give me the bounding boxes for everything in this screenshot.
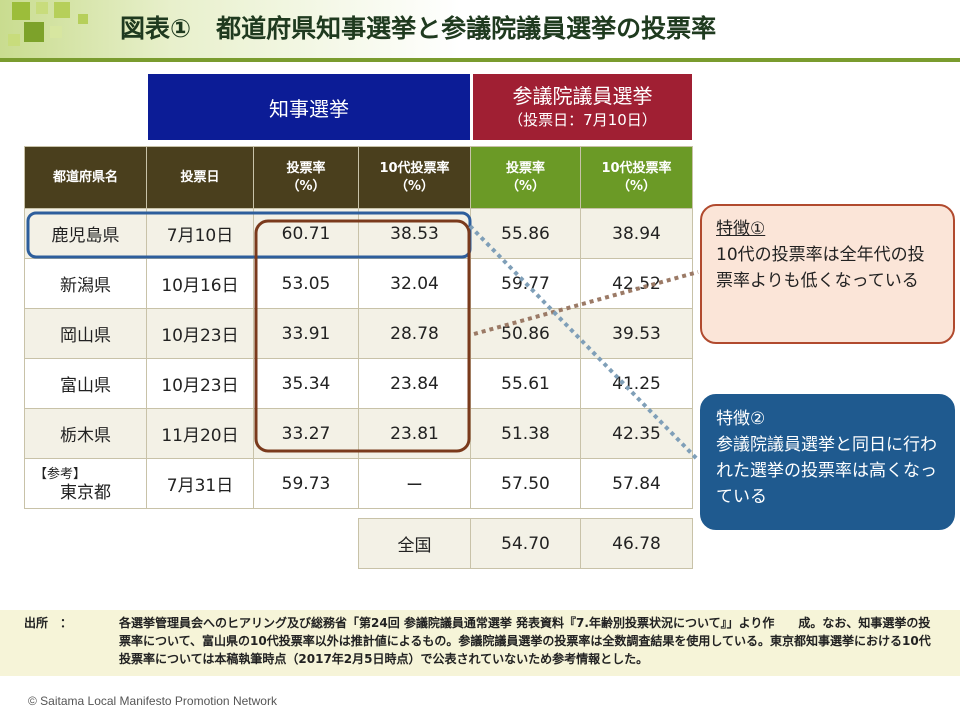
cell-prefecture: 岡山県	[24, 308, 147, 359]
cell-prefecture: 富山県	[24, 358, 147, 409]
footer-band	[0, 610, 960, 676]
cell-hc-teen: 42.35	[580, 408, 693, 459]
page-title: 図表① 都道府県知事選挙と参議院議員選挙の投票率	[120, 14, 717, 43]
turnout-table: 都道府県名 投票日 投票率 （%） 10代投票率 （%） 投票率 （%） 10代…	[24, 146, 693, 509]
band-governor-label: 知事選挙	[269, 96, 349, 121]
table-row: 全国 54.70 46.78	[358, 518, 693, 569]
decor-square	[54, 2, 70, 18]
title-underline	[0, 58, 960, 62]
cell-gov-rate: 35.34	[253, 358, 359, 409]
cell-national-label: 全国	[358, 518, 471, 569]
cell-gov-rate: 60.71	[253, 208, 359, 259]
cell-gov-teen: 32.04	[358, 258, 471, 309]
footer-label: 出所 ：	[24, 616, 73, 630]
callout-feature-2: 特徴② 参議院議員選挙と同日に行われた選挙の投票率は高くなっている	[700, 394, 955, 530]
cell-hc-rate: 55.86	[470, 208, 581, 259]
cell-date: 10月23日	[146, 358, 254, 409]
cell-date: 7月10日	[146, 208, 254, 259]
callout-feature-2-body: 参議院議員選挙と同日に行われた選挙の投票率は高くなっている	[716, 435, 937, 507]
connector-feature-2	[468, 224, 700, 462]
header-prefecture: 都道府県名	[24, 146, 147, 209]
cell-hc-teen: 41.25	[580, 358, 693, 409]
cell-gov-rate: 53.05	[253, 258, 359, 309]
band-councillor-sublabel: （投票日：7月10日）	[508, 111, 657, 129]
decor-square	[36, 2, 48, 14]
footer-source: 出所 ： 各選挙管理員会へのヒアリング及び総務省「第24回 参議院議員通常選挙 …	[24, 614, 939, 668]
decor-square	[12, 2, 30, 20]
reference-prefecture: 東京都	[60, 482, 111, 503]
connector-feature-1	[473, 270, 699, 336]
decor-square	[78, 14, 88, 24]
header-date: 投票日	[146, 146, 254, 209]
decor-square	[50, 26, 62, 38]
highlight-teen-gap	[254, 219, 471, 453]
callout-feature-2-title: 特徴②	[716, 409, 766, 429]
table-row: 新潟県 10月16日 53.05 32.04 59.77 42.52	[24, 258, 693, 309]
table-row: 富山県 10月23日 35.34 23.84 55.61 41.25	[24, 358, 693, 409]
cell-prefecture: 【参考】 東京都	[24, 458, 147, 509]
copyright: © Saitama Local Manifesto Promotion Netw…	[28, 694, 277, 708]
header-gov-rate: 投票率 （%）	[253, 146, 359, 209]
callout-feature-1-body: 10代の投票率は全年代の投票率よりも低くなっている	[716, 245, 925, 291]
header-gov-teen: 10代投票率 （%）	[358, 146, 471, 209]
national-table: 全国 54.70 46.78	[358, 518, 693, 569]
cell-date: 7月31日	[146, 458, 254, 509]
cell-hc-rate: 57.50	[470, 458, 581, 509]
cell-date: 10月16日	[146, 258, 254, 309]
cell-hc-rate: 59.77	[470, 258, 581, 309]
cell-national-hc-teen: 46.78	[580, 518, 693, 569]
cell-date: 11月20日	[146, 408, 254, 459]
callout-feature-1: 特徴① 10代の投票率は全年代の投票率よりも低くなっている	[700, 204, 955, 344]
header-hc-rate: 投票率 （%）	[470, 146, 581, 209]
cell-date: 10月23日	[146, 308, 254, 359]
decor-square	[24, 22, 44, 42]
cell-national-hc-rate: 54.70	[470, 518, 581, 569]
band-governor: 知事選挙	[148, 74, 470, 140]
cell-gov-teen: ー	[358, 458, 471, 509]
decor-square	[8, 34, 20, 46]
cell-hc-teen: 57.84	[580, 458, 693, 509]
cell-hc-teen: 38.94	[580, 208, 693, 259]
cell-hc-rate: 55.61	[470, 358, 581, 409]
title-bar	[0, 0, 960, 60]
cell-gov-teen: 38.53	[358, 208, 471, 259]
footer-body: 各選挙管理員会へのヒアリング及び総務省「第24回 参議院議員通常選挙 発表資料『…	[119, 616, 931, 666]
band-councillor: 参議院議員選挙 （投票日：7月10日）	[473, 74, 692, 140]
cell-gov-teen: 28.78	[358, 308, 471, 359]
table-row: 栃木県 11月20日 33.27 23.81 51.38 42.35	[24, 408, 693, 459]
cell-gov-teen: 23.84	[358, 358, 471, 409]
callout-feature-1-title: 特徴①	[716, 219, 766, 239]
cell-hc-rate: 51.38	[470, 408, 581, 459]
table-row: 【参考】 東京都 7月31日 59.73 ー 57.50 57.84	[24, 458, 693, 509]
cell-gov-rate: 59.73	[253, 458, 359, 509]
table-row: 鹿児島県 7月10日 60.71 38.53 55.86 38.94	[24, 208, 693, 259]
cell-hc-rate: 50.86	[470, 308, 581, 359]
band-councillor-label: 参議院議員選挙	[512, 84, 653, 108]
reference-note: 【参考】	[34, 466, 87, 482]
